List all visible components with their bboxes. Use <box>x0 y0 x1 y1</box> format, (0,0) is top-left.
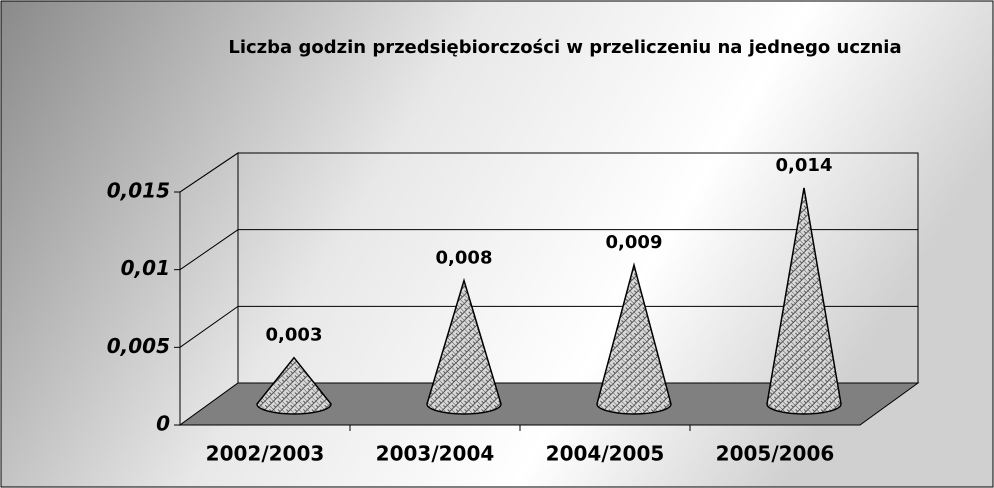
y-tick-label: 0 <box>156 412 170 436</box>
grid-line <box>179 152 918 193</box>
x-tick-label: 2005/2006 <box>716 442 835 466</box>
x-tick-label: 2004/2005 <box>546 442 665 466</box>
y-tick-label: 0,01 <box>121 256 170 280</box>
value-label: 0,014 <box>776 155 833 176</box>
y-tick-label: 0,005 <box>107 334 170 358</box>
grid-line <box>179 229 918 271</box>
value-label: 0,009 <box>606 232 663 253</box>
chart-title: Liczba godzin przedsiębiorczości w przel… <box>228 37 901 58</box>
value-label: 0,008 <box>436 248 493 269</box>
cone <box>766 187 842 415</box>
cone <box>256 356 332 415</box>
y-tick-label: 0,015 <box>107 179 170 203</box>
value-label: 0,003 <box>266 325 323 346</box>
x-tick-label: 2002/2003 <box>206 442 325 466</box>
grid-line <box>179 305 918 348</box>
cone <box>596 262 672 415</box>
cone <box>426 277 502 415</box>
x-tick-label: 2003/2004 <box>376 442 495 466</box>
